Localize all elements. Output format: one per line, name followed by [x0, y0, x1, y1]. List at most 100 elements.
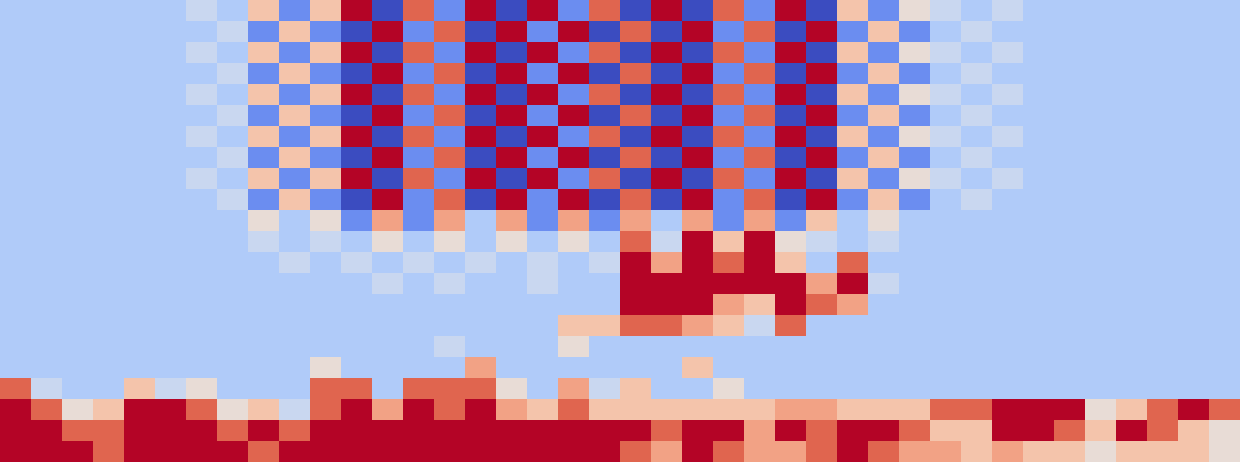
- heatmap-cell: [279, 0, 311, 22]
- heatmap-cell: [1178, 210, 1210, 232]
- heatmap-cell: [496, 231, 528, 253]
- heatmap-cell: [248, 126, 280, 148]
- heatmap-cell: [1085, 336, 1117, 358]
- heatmap-cell: [31, 378, 63, 400]
- heatmap-cell: [1116, 399, 1148, 421]
- heatmap-cell: [62, 0, 94, 22]
- heatmap-cell: [372, 210, 404, 232]
- heatmap-cell: [899, 210, 931, 232]
- heatmap-cell: [31, 294, 63, 316]
- heatmap-cell: [682, 63, 714, 85]
- heatmap-cell: [589, 168, 621, 190]
- heatmap-cell: [837, 357, 869, 379]
- heatmap-cell: [992, 294, 1024, 316]
- heatmap-cell: [1209, 231, 1240, 253]
- heatmap-cell: [1209, 21, 1240, 43]
- heatmap-cell: [1116, 126, 1148, 148]
- heatmap-cell: [806, 0, 838, 22]
- heatmap-cell: [31, 441, 63, 462]
- cells: [0, 0, 1240, 462]
- heatmap-cell: [713, 0, 745, 22]
- heatmap-cell: [465, 420, 497, 442]
- heatmap-cell: [155, 147, 187, 169]
- heatmap-cell: [496, 441, 528, 462]
- heatmap-cell: [217, 252, 249, 274]
- heatmap-cell: [1209, 441, 1240, 462]
- heatmap-cell: [1147, 168, 1179, 190]
- heatmap-cell: [589, 231, 621, 253]
- heatmap-cell: [496, 420, 528, 442]
- heatmap-cell: [837, 189, 869, 211]
- heatmap-cell: [1054, 147, 1086, 169]
- heatmap-cell: [837, 105, 869, 127]
- heatmap-cell: [0, 210, 32, 232]
- heatmap-cell: [434, 210, 466, 232]
- heatmap-cell: [248, 105, 280, 127]
- heatmap-cell: [1054, 336, 1086, 358]
- heatmap-cell: [434, 441, 466, 462]
- heatmap-cell: [1178, 273, 1210, 295]
- heatmap-cell: [341, 0, 373, 22]
- heatmap-cell: [868, 189, 900, 211]
- heatmap-cell: [775, 0, 807, 22]
- heatmap-cell: [1116, 105, 1148, 127]
- heatmap-cell: [589, 105, 621, 127]
- heatmap-cell: [744, 63, 776, 85]
- heatmap-cell: [279, 63, 311, 85]
- heatmap-cell: [310, 147, 342, 169]
- heatmap-cell: [1054, 105, 1086, 127]
- heatmap-cell: [558, 294, 590, 316]
- heatmap-cell: [1023, 357, 1055, 379]
- heatmap-cell: [930, 105, 962, 127]
- heatmap-cell: [1054, 210, 1086, 232]
- heatmap-cell: [961, 336, 993, 358]
- heatmap-cell: [1147, 63, 1179, 85]
- heatmap-cell: [31, 126, 63, 148]
- heatmap-cell: [558, 210, 590, 232]
- heatmap-cell: [186, 357, 218, 379]
- heatmap-cell: [279, 21, 311, 43]
- heatmap-cell: [868, 84, 900, 106]
- heatmap-cell: [1116, 168, 1148, 190]
- heatmap-cell: [1023, 315, 1055, 337]
- heatmap-cell: [806, 420, 838, 442]
- heatmap-cell: [744, 105, 776, 127]
- heatmap-cell: [682, 0, 714, 22]
- heatmap-cell: [1147, 21, 1179, 43]
- heatmap-cell: [1116, 252, 1148, 274]
- heatmap-cell: [589, 420, 621, 442]
- heatmap-cell: [868, 357, 900, 379]
- heatmap-cell: [899, 42, 931, 64]
- heatmap-cell: [124, 105, 156, 127]
- heatmap-cell: [1023, 84, 1055, 106]
- heatmap-cell: [899, 315, 931, 337]
- heatmap-cell: [930, 399, 962, 421]
- heatmap-cell: [186, 189, 218, 211]
- heatmap-cell: [744, 336, 776, 358]
- heatmap-cell: [713, 420, 745, 442]
- heatmap-cell: [1116, 315, 1148, 337]
- heatmap-cell: [775, 294, 807, 316]
- heatmap-cell: [651, 210, 683, 232]
- heatmap-cell: [651, 399, 683, 421]
- heatmap-cell: [1116, 420, 1148, 442]
- heatmap-cell: [186, 0, 218, 22]
- heatmap-cell: [93, 357, 125, 379]
- heatmap-cell: [403, 357, 435, 379]
- heatmap-cell: [248, 399, 280, 421]
- heatmap-cell: [62, 63, 94, 85]
- heatmap-cell: [558, 147, 590, 169]
- heatmap-cell: [434, 273, 466, 295]
- heatmap-cell: [310, 441, 342, 462]
- heatmap-cell: [589, 210, 621, 232]
- heatmap-cell: [1147, 126, 1179, 148]
- heatmap-cell: [1178, 42, 1210, 64]
- heatmap-cell: [620, 357, 652, 379]
- heatmap-cell: [1054, 315, 1086, 337]
- heatmap-cell: [1085, 42, 1117, 64]
- heatmap-cell: [62, 441, 94, 462]
- heatmap-cell: [1209, 0, 1240, 22]
- heatmap-cell: [62, 420, 94, 442]
- heatmap-cell: [620, 252, 652, 274]
- heatmap-cell: [434, 399, 466, 421]
